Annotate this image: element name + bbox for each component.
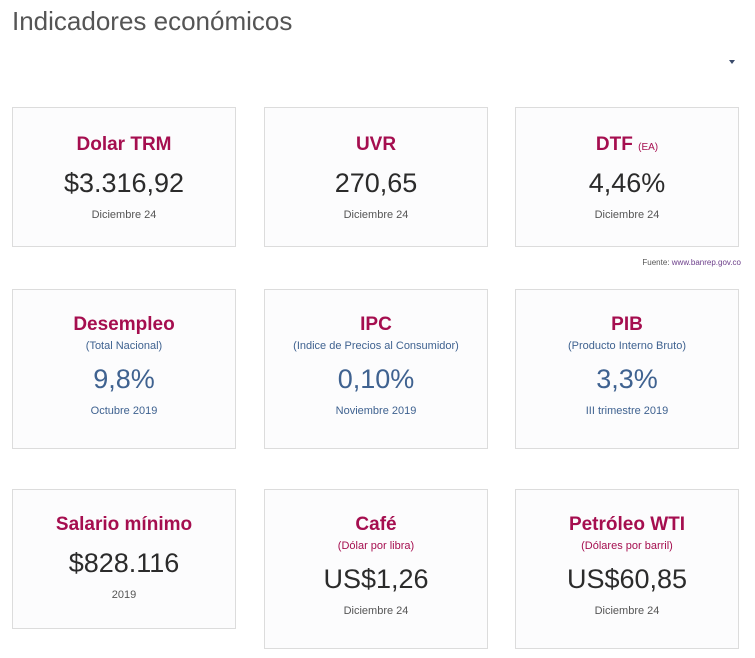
source-link[interactable]: www.banrep.gov.co bbox=[671, 258, 741, 267]
card-value: 3,3% bbox=[596, 364, 658, 394]
card-date: III trimestre 2019 bbox=[585, 405, 669, 417]
card-title: IPC bbox=[360, 314, 392, 335]
card-title: Café bbox=[355, 514, 397, 535]
card-value: 9,8% bbox=[93, 364, 155, 394]
dropdown-caret-icon[interactable] bbox=[729, 60, 735, 64]
card-title: Salario mínimo bbox=[55, 514, 193, 535]
card-dolar-trm: Dolar TRM $3.316,92 Diciembre 24 bbox=[12, 107, 236, 247]
card-uvr: UVR 270,65 Diciembre 24 bbox=[264, 107, 488, 247]
card-dtf: DTF (EA) 4,46% Diciembre 24 bbox=[515, 107, 739, 247]
card-cafe: Café (Dólar por libra) US$1,26 Diciembre… bbox=[264, 489, 488, 649]
page-title: Indicadores económicos bbox=[12, 6, 293, 36]
card-value: US$60,85 bbox=[566, 564, 688, 594]
card-date: Diciembre 24 bbox=[594, 209, 660, 221]
card-subtitle: (Total Nacional) bbox=[85, 340, 163, 352]
source-note: Fuente: www.banrep.gov.co bbox=[642, 258, 741, 267]
card-petroleo-wti: Petróleo WTI (Dólares por barril) US$60,… bbox=[515, 489, 739, 649]
card-title: Petróleo WTI bbox=[568, 514, 686, 535]
card-date: 2019 bbox=[111, 589, 137, 601]
card-subtitle: (Dólar por libra) bbox=[337, 540, 415, 552]
card-subtitle: (Dólares por barril) bbox=[581, 540, 673, 552]
card-value: 270,65 bbox=[334, 168, 418, 198]
card-ipc: IPC (Indice de Precios al Consumidor) 0,… bbox=[264, 289, 488, 449]
card-date: Noviembre 2019 bbox=[335, 405, 417, 417]
card-date: Octubre 2019 bbox=[90, 405, 158, 417]
card-title: Dolar TRM bbox=[76, 134, 172, 155]
card-title: DTF (EA) bbox=[516, 134, 738, 156]
card-title: PIB bbox=[611, 314, 643, 335]
card-title: UVR bbox=[355, 134, 397, 155]
card-pib: PIB (Producto Interno Bruto) 3,3% III tr… bbox=[515, 289, 739, 449]
card-subtitle: (Indice de Precios al Consumidor) bbox=[293, 340, 459, 352]
card-value: $3.316,92 bbox=[63, 168, 185, 198]
card-salario-minimo: Salario mínimo $828.116 2019 bbox=[12, 489, 236, 629]
card-date: Diciembre 24 bbox=[343, 605, 409, 617]
card-title-suffix: (EA) bbox=[638, 142, 659, 153]
card-value: $828.116 bbox=[68, 548, 180, 578]
source-label: Fuente: bbox=[642, 258, 670, 267]
card-value: 0,10% bbox=[337, 364, 415, 394]
card-title-text: DTF bbox=[595, 134, 633, 155]
card-title: Desempleo bbox=[73, 314, 175, 335]
card-value: 4,46% bbox=[588, 168, 666, 198]
card-desempleo: Desempleo (Total Nacional) 9,8% Octubre … bbox=[12, 289, 236, 449]
card-date: Diciembre 24 bbox=[91, 209, 157, 221]
card-subtitle: (Producto Interno Bruto) bbox=[567, 340, 686, 352]
card-date: Diciembre 24 bbox=[343, 209, 409, 221]
card-value: US$1,26 bbox=[323, 564, 429, 594]
card-date: Diciembre 24 bbox=[594, 605, 660, 617]
